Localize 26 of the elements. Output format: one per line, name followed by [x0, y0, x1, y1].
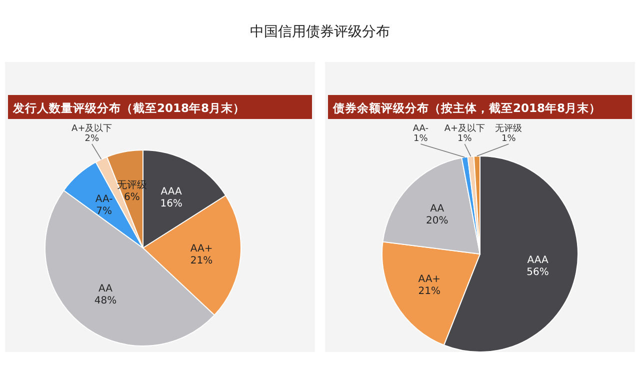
data-label: 6%	[124, 192, 140, 204]
data-label: 21%	[190, 256, 213, 267]
slice-label: AA+	[418, 274, 441, 285]
slice-label: 无评级	[495, 123, 522, 134]
data-label: 2%	[84, 134, 100, 144]
slice-label: A+及以下	[444, 123, 486, 134]
data-label: 48%	[94, 295, 117, 306]
data-label: 1%	[502, 134, 516, 144]
data-label: 21%	[418, 286, 441, 297]
data-label: 1%	[414, 134, 428, 144]
slice-label: AA-	[412, 124, 428, 134]
chart-subtitle: 债券余额评级分布（按主体，截至2018年8月末）	[332, 101, 602, 115]
slice-label: AA-	[95, 194, 114, 205]
slice-label: A+及以下	[72, 123, 112, 134]
slice-label: AA+	[190, 244, 213, 255]
data-label: 1%	[458, 134, 472, 144]
slice-label: AA	[98, 283, 113, 294]
data-label: 56%	[526, 267, 549, 278]
text: 中国信用债券评级分布	[250, 24, 390, 40]
slice-label: AAA	[527, 255, 548, 266]
data-label: 7%	[96, 206, 112, 217]
slice-label: AAA	[160, 186, 182, 198]
chart-subtitle: 发行人数量评级分布（截至2018年8月末）	[12, 101, 246, 115]
data-label: 20%	[426, 216, 448, 227]
data-label: 16%	[160, 198, 182, 210]
slice-label: AA	[430, 204, 444, 215]
